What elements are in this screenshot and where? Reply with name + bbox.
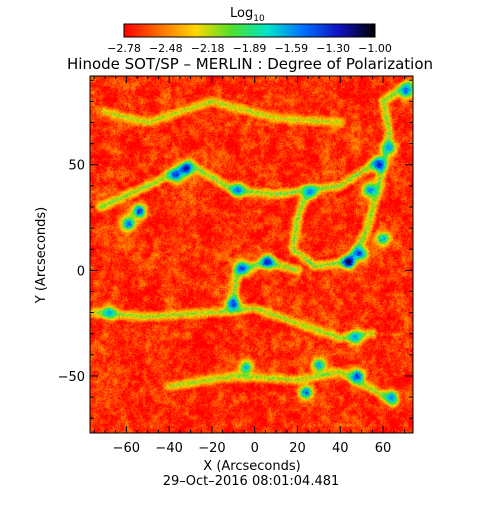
x-tick-label: −60 (113, 441, 140, 456)
colorbar-tick-label: −1.00 (358, 42, 392, 55)
polarization-heatmap (90, 76, 413, 433)
colorbar-tick-label: −2.48 (149, 42, 183, 55)
colorbar-tick-label: −1.30 (316, 42, 350, 55)
colorbar-tick-label: −2.18 (191, 42, 225, 55)
y-axis-label: Y (Arcseconds) (34, 207, 49, 304)
y-tick-label: 0 (77, 264, 85, 279)
plot-frame (89, 75, 414, 434)
colorbar-label: Log10 (230, 6, 265, 24)
x-tick-label: 40 (332, 441, 349, 456)
x-tick-label: 20 (289, 441, 306, 456)
colorbar-tick-label: −1.89 (233, 42, 267, 55)
timestamp: 29–Oct–2016 08:01:04.481 (163, 474, 340, 489)
colorbar (123, 23, 376, 38)
y-tick-label: 50 (68, 159, 85, 174)
colorbar-tick-label: −1.59 (274, 42, 308, 55)
chart-title: Hinode SOT/SP – MERLIN : Degree of Polar… (67, 55, 433, 73)
x-tick-label: 0 (251, 441, 259, 456)
x-tick-label: −40 (155, 441, 182, 456)
colorbar-ticks: −2.78 −2.48 −2.18 −1.89 −1.59 −1.30 −1.00 (107, 42, 392, 55)
colorbar-tick-label: −2.78 (107, 42, 141, 55)
axes: −60 −40 −20 0 20 40 60 −50 0 50 (58, 76, 413, 456)
x-tick-label: 60 (375, 441, 392, 456)
x-axis-label: X (Arcseconds) (203, 459, 300, 474)
x-tick-label: −20 (198, 441, 225, 456)
y-tick-label: −50 (58, 370, 85, 385)
